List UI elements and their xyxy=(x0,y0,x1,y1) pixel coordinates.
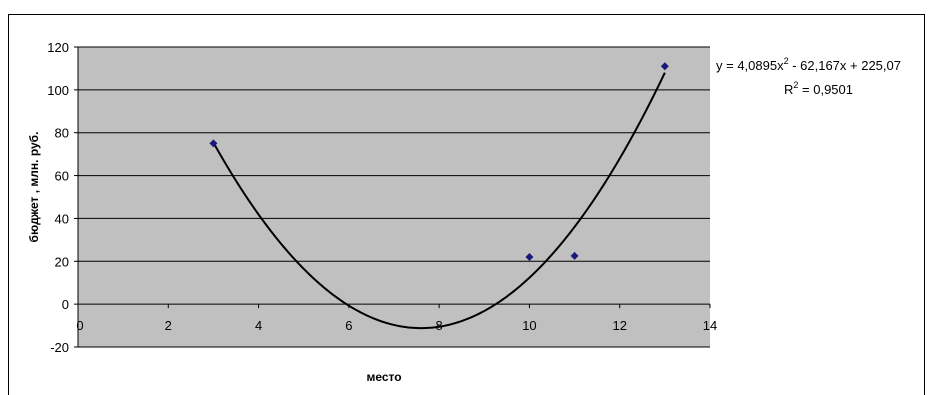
axes xyxy=(74,46,711,348)
y-tick-label: 40 xyxy=(55,211,69,226)
chart-frame xyxy=(8,14,925,395)
x-axis-title: место xyxy=(366,370,401,384)
y-tick-label: 80 xyxy=(55,126,69,141)
x-tick-labels: 0 2 4 6 8 10 12 14 xyxy=(76,318,717,333)
x-tick-label: 4 xyxy=(255,318,262,333)
trendline xyxy=(212,72,666,330)
y-axis-title: бюджет , млн. руб. xyxy=(27,132,41,243)
gridlines xyxy=(78,46,710,348)
data-point xyxy=(660,62,669,71)
y-tick-label: 60 xyxy=(55,169,69,184)
r2-suffix: = 0,9501 xyxy=(798,82,853,97)
r-squared: R2 = 0,9501 xyxy=(784,80,853,97)
r2-exponent: 2 xyxy=(793,80,798,90)
trendline-equation: y = 4,0895x2 - 62,167x + 225,07 xyxy=(716,56,901,73)
equation-prefix: y = 4,0895x xyxy=(716,58,784,73)
data-point xyxy=(570,251,579,260)
y-tick-label: 20 xyxy=(55,254,69,269)
r2-prefix: R xyxy=(784,82,793,97)
x-tick-label: 12 xyxy=(612,318,626,333)
x-tick-label: 8 xyxy=(436,318,443,333)
plot-area xyxy=(78,47,710,347)
x-tick-label: 10 xyxy=(522,318,536,333)
y-tick-label: 120 xyxy=(47,40,69,55)
data-point xyxy=(525,253,534,261)
x-tick-label: 6 xyxy=(345,318,352,333)
x-tick-label: 0 xyxy=(76,318,83,333)
equation-exponent: 2 xyxy=(784,56,789,66)
y-tick-labels: -20 0 20 40 60 80 100 120 xyxy=(47,40,69,355)
x-tick-label: 14 xyxy=(703,318,717,333)
data-points xyxy=(209,62,669,261)
y-tick-label: -20 xyxy=(50,340,69,355)
y-tick-label: 100 xyxy=(47,83,69,98)
y-tick-label: 0 xyxy=(62,297,69,312)
data-point xyxy=(209,139,218,148)
x-tick-label: 2 xyxy=(165,318,172,333)
equation-suffix: - 62,167x + 225,07 xyxy=(789,58,901,73)
